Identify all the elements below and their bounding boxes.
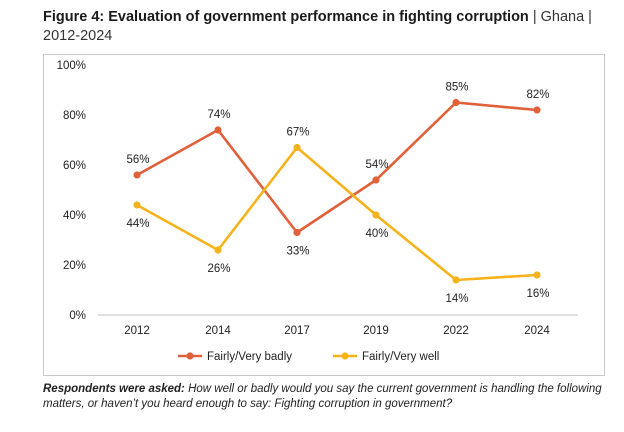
legend-label: Fairly/Very well — [362, 351, 439, 363]
x-tick-label: 2014 — [205, 325, 231, 337]
data-point — [533, 271, 541, 279]
data-point — [214, 246, 222, 254]
series-line — [135, 101, 539, 234]
legend-marker — [186, 352, 194, 360]
data-label: 33% — [286, 246, 309, 258]
x-tick-label: 2024 — [524, 325, 550, 337]
x-tick-label: 2019 — [363, 325, 389, 337]
data-label: 54% — [365, 159, 388, 171]
data-point — [372, 176, 380, 184]
data-point — [133, 171, 141, 179]
data-point — [133, 201, 141, 209]
legend-marker — [341, 352, 349, 360]
series-line — [135, 146, 539, 282]
legend-label: Fairly/Very badly — [207, 351, 292, 363]
x-axis-ticks: 2012 2014 2017 2019 2022 2024 — [124, 325, 550, 337]
data-point — [452, 98, 460, 107]
data-label: 82% — [526, 89, 549, 101]
note-label: Respondents were asked: — [43, 383, 185, 395]
note-text: How well or badly would you say the curr… — [43, 383, 602, 410]
data-label: 26% — [207, 263, 230, 275]
chart-title-sub: | Ghana | 2012-2024 — [43, 9, 592, 44]
y-tick-label: 40% — [63, 210, 86, 222]
data-label: 44% — [126, 218, 149, 230]
y-tick-label: 100% — [57, 60, 86, 72]
data-label: 40% — [365, 228, 388, 240]
series-group: 56% 74% 33% 54% 85% 82% 44% 26% 67% 40% 14% 16% — [126, 82, 549, 306]
survey-question-note: Respondents were asked: How well or badl… — [43, 382, 613, 412]
x-tick-label: 2012 — [124, 325, 150, 337]
y-axis-ticks: 0% 20% 40% 60% 80% 100% — [57, 60, 86, 322]
chart-title-main: Figure 4: Evaluation of government perfo… — [43, 9, 529, 25]
data-point — [452, 276, 460, 284]
data-label: 67% — [286, 127, 309, 139]
data-point — [214, 126, 222, 134]
y-tick-label: 20% — [63, 260, 86, 272]
chart-frame — [43, 54, 605, 376]
data-label: 16% — [526, 288, 549, 300]
data-label: 74% — [207, 109, 230, 121]
y-tick-label: 60% — [63, 160, 86, 172]
data-point — [372, 211, 380, 219]
x-tick-label: 2022 — [443, 325, 469, 337]
data-point — [293, 143, 301, 152]
data-label: 85% — [445, 82, 468, 94]
chart-title: Figure 4: Evaluation of government perfo… — [43, 8, 613, 46]
y-tick-label: 80% — [63, 110, 86, 122]
data-label: 56% — [126, 154, 149, 166]
x-tick-label: 2017 — [284, 325, 310, 337]
data-point — [293, 228, 301, 237]
legend: Fairly/Very badly Fairly/Very well — [178, 351, 439, 363]
y-tick-label: 0% — [69, 310, 86, 322]
data-point — [533, 106, 541, 114]
data-label: 14% — [445, 293, 468, 305]
